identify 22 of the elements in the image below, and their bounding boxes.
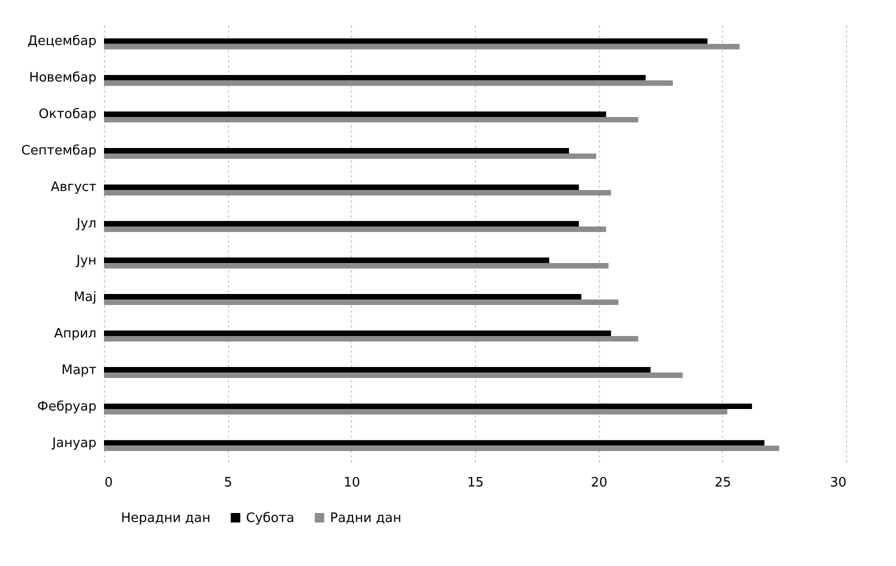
y-tick-label: Октобар xyxy=(38,107,96,122)
x-tick-label: 20 xyxy=(590,476,608,490)
x-tick-label: 0 xyxy=(104,476,113,490)
y-tick-label: Фебруар xyxy=(37,399,96,414)
y-tick-label: Јун xyxy=(75,253,96,268)
y-tick-label: Јул xyxy=(76,216,96,232)
x-tick-label: 5 xyxy=(224,476,232,490)
legend-label: Радни дан xyxy=(330,510,402,526)
text: Нерадни дан xyxy=(121,510,211,526)
x-tick-label: 15 xyxy=(467,476,484,490)
y-tick-label: Децембар xyxy=(27,34,96,50)
legend-label: Субота xyxy=(246,510,294,526)
x-tick-label: 30 xyxy=(830,476,846,490)
x-tick-label: 10 xyxy=(344,476,360,490)
y-tick-label: Август xyxy=(50,180,97,196)
y-tick-label: Април xyxy=(54,326,96,342)
y-tick-label: Новембар xyxy=(29,70,96,86)
y-tick-label: Јануар xyxy=(51,436,96,451)
x-tick-label: 25 xyxy=(714,476,732,490)
y-tick-label: Март xyxy=(61,362,97,378)
y-tick-label: Мај xyxy=(74,290,96,305)
y-tick-label: Септембар xyxy=(21,144,96,159)
